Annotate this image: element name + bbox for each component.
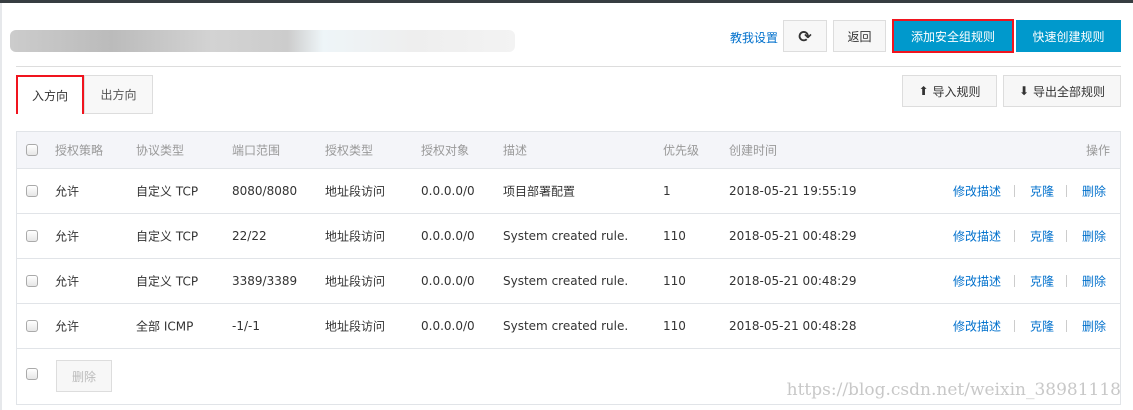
edit-desc-link[interactable]: 修改描述 [953,274,1002,289]
cell-target: 0.0.0.0/0 [421,229,475,243]
col-desc: 描述 [503,143,528,158]
cell-policy: 允许 [55,274,80,289]
row-checkbox[interactable] [26,185,38,197]
cell-protocol: 全部 ICMP [136,319,194,334]
delete-link[interactable]: 删除 [1082,184,1107,199]
cell-auth-type: 地址段访问 [325,184,386,199]
cell-ports: 8080/8080 [232,184,298,198]
row-checkbox[interactable] [26,230,38,242]
col-protocol: 协议类型 [136,143,185,158]
cell-created: 2018-05-21 00:48:29 [729,274,857,288]
upload-icon: ⬆ [918,84,929,98]
refresh-button[interactable]: ⟳ [783,20,827,52]
separator [1014,230,1015,242]
col-auth-type: 授权类型 [325,143,374,158]
cell-target: 0.0.0.0/0 [421,274,475,288]
import-label: 导入规则 [932,84,981,99]
cell-target: 0.0.0.0/0 [421,184,475,198]
delete-link[interactable]: 删除 [1082,319,1107,334]
cell-ports: -1/-1 [232,319,260,333]
blurred-title [10,30,515,52]
clone-link[interactable]: 克隆 [1030,319,1055,334]
tab-outbound[interactable]: 出方向 [84,75,153,114]
separator [1014,275,1015,287]
table-row: 允许 自定义 TCP 3389/3389 地址段访问 0.0.0.0/0 System c… [17,259,1120,304]
back-button[interactable]: 返回 [833,20,886,52]
cell-auth-type: 地址段访问 [325,319,386,334]
cell-created: 2018-05-21 00:48:29 [729,229,857,243]
cell-protocol: 自定义 TCP [136,184,199,199]
add-rule-button[interactable]: 添加安全组规则 [892,19,1014,53]
table-row: 允许 自定义 TCP 8080/8080 地址段访问 0.0.0.0/0 项目部署配置 1 2… [17,169,1120,214]
help-link[interactable]: 教我设置 [730,31,779,45]
import-button[interactable]: ⬆ 导入规则 [902,75,997,107]
row-checkbox[interactable] [26,320,38,332]
separator [1066,185,1067,197]
cell-priority: 110 [663,319,686,333]
col-actions: 操作 [1085,143,1110,158]
cell-created: 2018-05-21 00:48:28 [729,319,857,333]
bulk-delete-button[interactable]: 删除 [56,360,112,392]
cell-auth-type: 地址段访问 [325,229,386,244]
cell-auth-type: 地址段访问 [325,274,386,289]
rules-table: 授权策略 协议类型 端口范围 授权类型 授权对象 描述 优先级 创建时间 操作 … [16,131,1121,405]
cell-created: 2018-05-21 19:55:19 [729,184,857,198]
delete-link[interactable]: 删除 [1082,274,1107,289]
separator [1066,230,1067,242]
table-footer: 删除 [17,348,1120,404]
cell-desc: 项目部署配置 [503,184,576,199]
separator [1066,275,1067,287]
watermark: https://blog.csdn.net/weixin_38981118 [786,380,1121,400]
table-row: 允许 自定义 TCP 22/22 地址段访问 0.0.0.0/0 System creat… [17,214,1120,259]
edit-desc-link[interactable]: 修改描述 [953,319,1002,334]
separator [1066,320,1067,332]
cell-policy: 允许 [55,184,80,199]
cell-policy: 允许 [55,319,80,334]
clone-link[interactable]: 克隆 [1030,184,1055,199]
separator [1014,320,1015,332]
col-created: 创建时间 [729,143,778,158]
cell-desc: System created rule. [503,274,629,288]
cell-desc: System created rule. [503,229,629,243]
col-priority: 优先级 [663,143,700,158]
table-header: 授权策略 协议类型 端口范围 授权类型 授权对象 描述 优先级 创建时间 操作 [17,132,1120,169]
table-row: 允许 全部 ICMP -1/-1 地址段访问 0.0.0.0/0 System creat… [17,304,1120,349]
export-button[interactable]: ⬇ 导出全部规则 [1003,75,1121,107]
row-checkbox[interactable] [26,275,38,287]
cell-ports: 22/22 [232,229,267,243]
edit-desc-link[interactable]: 修改描述 [953,229,1002,244]
select-all-checkbox[interactable] [26,144,38,156]
cell-target: 0.0.0.0/0 [421,319,475,333]
clone-link[interactable]: 克隆 [1030,274,1055,289]
divider [16,66,1121,67]
clone-link[interactable]: 克隆 [1030,229,1055,244]
download-icon: ⬇ [1019,84,1030,98]
delete-link[interactable]: 删除 [1082,229,1107,244]
cell-policy: 允许 [55,229,80,244]
edit-desc-link[interactable]: 修改描述 [953,184,1002,199]
col-ports: 端口范围 [232,143,281,158]
cell-priority: 110 [663,229,686,243]
tab-inbound[interactable]: 入方向 [16,75,84,114]
col-policy: 授权策略 [55,143,104,158]
cell-ports: 3389/3389 [232,274,298,288]
cell-protocol: 自定义 TCP [136,229,199,244]
col-target: 授权对象 [421,143,470,158]
top-bar [0,0,1133,3]
cell-priority: 1 [663,184,671,198]
cell-desc: System created rule. [503,319,629,333]
separator [1014,185,1015,197]
refresh-icon: ⟳ [798,26,812,46]
cell-priority: 110 [663,274,686,288]
cell-protocol: 自定义 TCP [136,274,199,289]
left-edge [0,3,2,410]
footer-checkbox[interactable] [26,368,38,380]
export-label: 导出全部规则 [1032,84,1105,99]
quick-create-button[interactable]: 快速创建规则 [1016,20,1121,52]
